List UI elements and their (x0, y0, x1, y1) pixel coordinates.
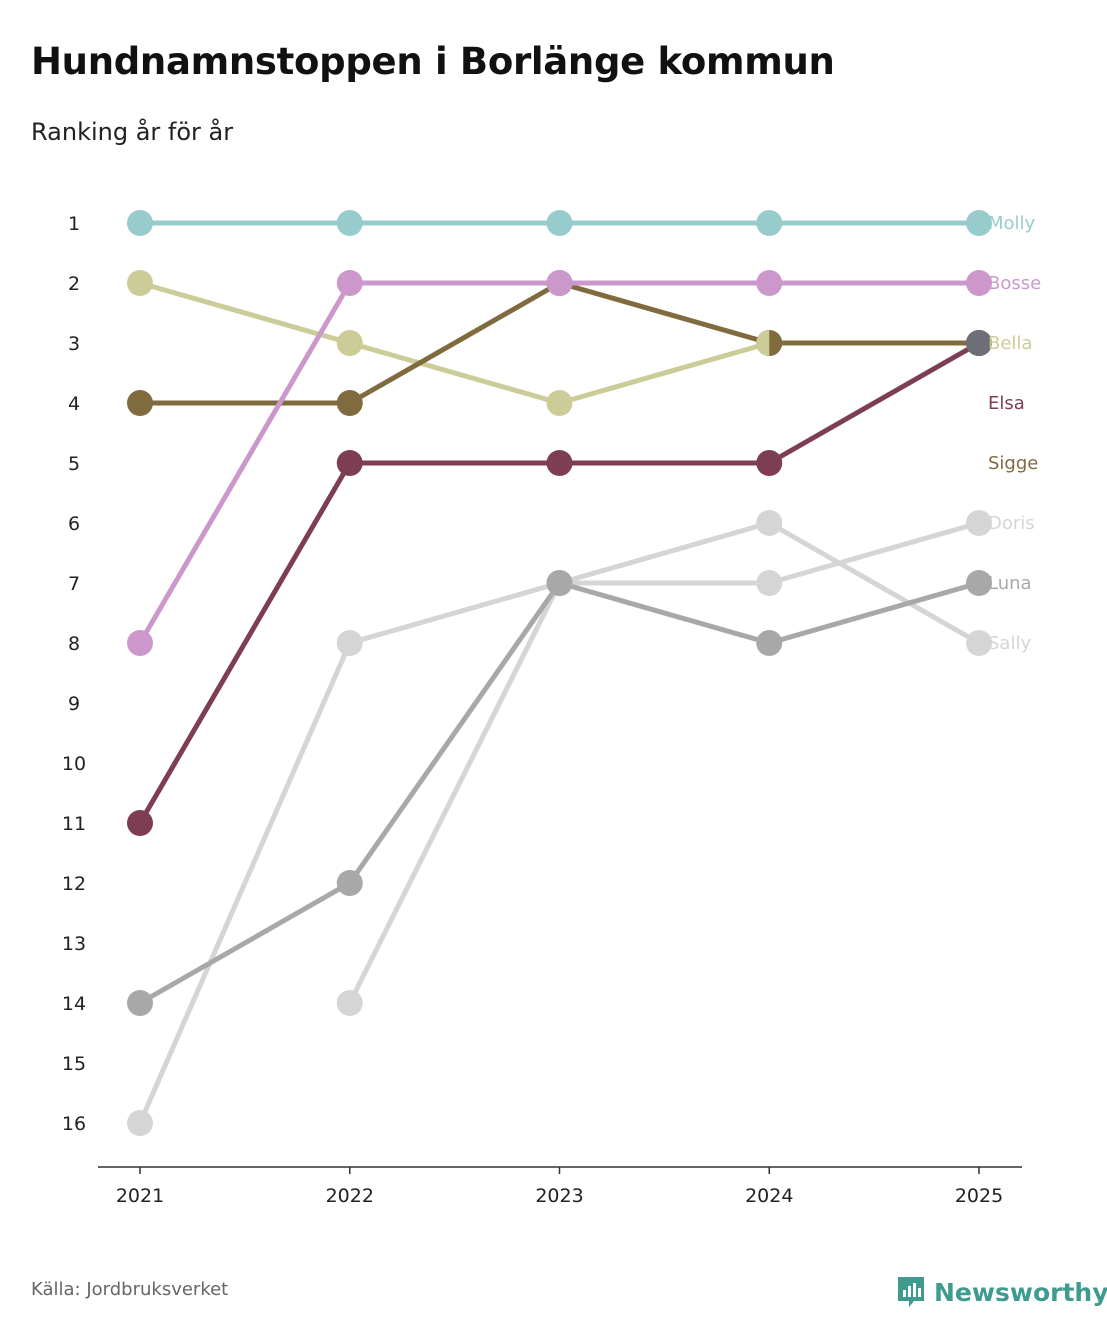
series-lines (137, 220, 982, 1126)
y-tick-label-5: 5 (68, 453, 80, 475)
series-line-doris (137, 520, 982, 1126)
y-tick-label-15: 15 (62, 1053, 86, 1075)
x-tick-label-2023: 2023 (535, 1185, 583, 1207)
point-doris-2021 (127, 1110, 153, 1136)
y-tick-label-10: 10 (62, 753, 86, 775)
point-bosse-2025 (966, 270, 992, 296)
point-molly-2023 (546, 210, 573, 236)
end-label-molly: Molly (988, 213, 1036, 234)
point-luna-2025 (966, 570, 992, 596)
point-sally-2025 (966, 630, 992, 656)
point-bosse-2022 (336, 270, 363, 296)
point-molly-2021 (127, 210, 153, 236)
series-line-sally (347, 520, 982, 1006)
y-tick-label-14: 14 (62, 993, 86, 1015)
y-tick-label-3: 3 (68, 333, 80, 355)
point-merged-rank3-2025 (966, 330, 992, 356)
series-line-sigge (137, 280, 982, 406)
y-tick-label-16: 16 (62, 1113, 86, 1135)
end-label-sigge: Sigge (988, 453, 1038, 474)
point-bosse-2024 (756, 270, 783, 296)
point-bella-2023 (546, 390, 573, 416)
y-tick-label-1: 1 (68, 213, 80, 235)
brand-logo[interactable]: Newsworthy (896, 1275, 1107, 1309)
y-tick-label-6: 6 (68, 513, 80, 535)
point-luna-2024 (756, 630, 783, 656)
end-label-elsa: Elsa (988, 393, 1025, 414)
x-tick-label-2025: 2025 (955, 1185, 1003, 1207)
point-luna-2021 (127, 990, 153, 1016)
point-split-bosse-2023 (546, 270, 560, 296)
point-elsa-2021 (127, 810, 153, 836)
point-doris-2024 (756, 570, 783, 596)
series-points (127, 210, 992, 1136)
point-sigge-2021 (127, 390, 153, 416)
brand-name: Newsworthy (934, 1277, 1107, 1307)
series-line-luna (137, 580, 982, 1006)
source-note: Källa: Jordbruksverket (31, 1279, 229, 1300)
chart-subtitle: Ranking år för år (31, 118, 234, 146)
y-tick-label-4: 4 (68, 393, 80, 415)
point-elsa-2023 (546, 450, 573, 476)
point-sally-2024 (756, 510, 783, 536)
point-molly-2022 (336, 210, 363, 236)
point-luna-2022 (336, 870, 363, 896)
point-doris-2022 (336, 630, 363, 656)
y-tick-label-11: 11 (62, 813, 86, 835)
point-bella-2022 (336, 330, 363, 356)
point-luna-2023 (546, 570, 573, 596)
y-tick-label-12: 12 (62, 873, 86, 895)
point-molly-2025 (966, 210, 992, 236)
point-bella-2021 (127, 270, 153, 296)
point-bosse-2021 (127, 630, 153, 656)
end-label-sally: Sally (988, 633, 1031, 654)
point-sigge-2022 (336, 390, 363, 416)
end-label-bosse: Bosse (988, 273, 1041, 294)
point-elsa-2024 (756, 450, 783, 476)
x-tick-label-2021: 2021 (116, 1185, 164, 1207)
y-tick-label-2: 2 (68, 273, 80, 295)
y-tick-label-8: 8 (68, 633, 80, 655)
y-tick-label-13: 13 (62, 933, 86, 955)
x-tick-label-2022: 2022 (326, 1185, 374, 1207)
end-label-bella: Bella (988, 333, 1032, 354)
x-tick-label-2024: 2024 (745, 1185, 793, 1207)
point-elsa-2022 (336, 450, 363, 476)
newsworthy-logo-icon (898, 1277, 924, 1307)
y-tick-label-9: 9 (68, 693, 80, 715)
y-tick-label-7: 7 (68, 573, 80, 595)
end-label-doris: Doris (988, 513, 1035, 534)
end-label-luna: Luna (988, 573, 1032, 594)
point-split-bella-2024 (756, 330, 770, 356)
point-molly-2024 (756, 210, 783, 236)
end-labels: Molly Bosse Bella Elsa Sigge Doris Luna Sally (988, 213, 1041, 654)
x-axis: 2021 2022 2023 2024 2025 (98, 1166, 1022, 1207)
chart-title: Hundnamnstoppen i Borlänge kommun (31, 40, 835, 83)
point-doris-2025 (966, 510, 992, 536)
point-sally-2022 (336, 990, 363, 1016)
